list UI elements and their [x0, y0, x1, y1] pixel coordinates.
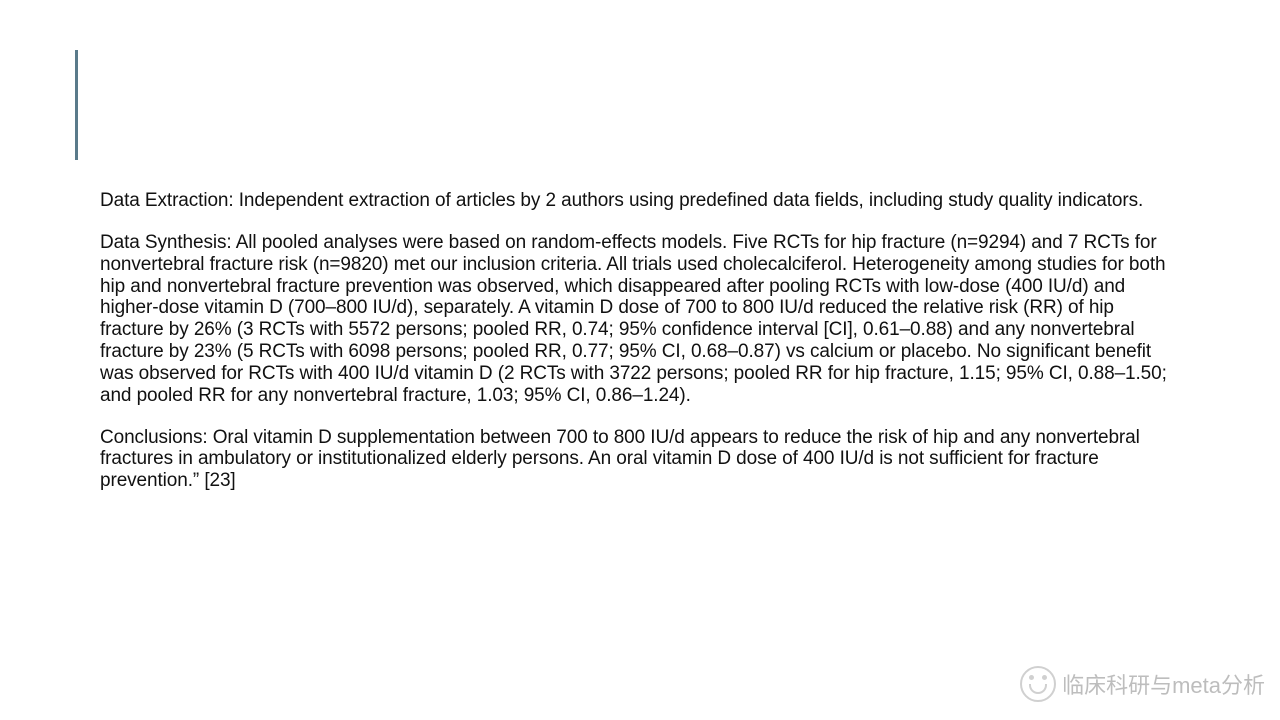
paragraph-conclusions: Conclusions: Oral vitamin D supplementat… — [100, 427, 1180, 493]
wechat-icon — [1020, 666, 1056, 702]
paragraph-data-extraction: Data Extraction: Independent extraction … — [100, 190, 1180, 212]
paragraph-data-synthesis: Data Synthesis: All pooled analyses were… — [100, 232, 1180, 407]
watermark: 临床科研与meta分析 — [1020, 666, 1265, 702]
accent-bar — [75, 50, 78, 160]
slide-body: Data Extraction: Independent extraction … — [100, 190, 1180, 512]
watermark-text: 临床科研与meta分析 — [1062, 668, 1265, 700]
